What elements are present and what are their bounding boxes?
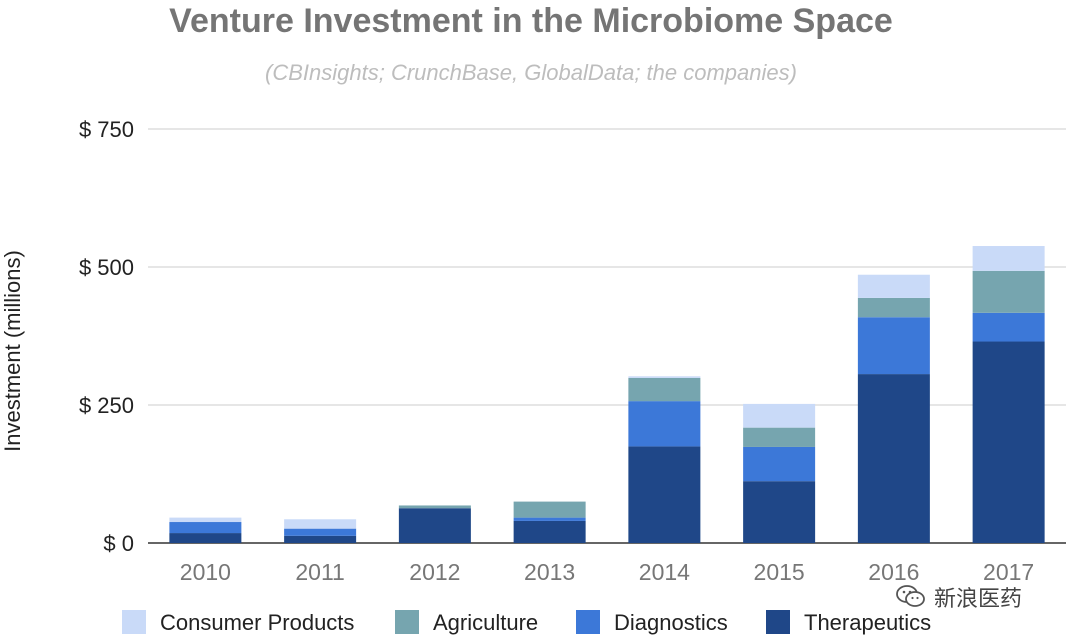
bar-therapeutics-2011	[284, 535, 357, 543]
legend-label-diagnostics: Diagnostics	[614, 610, 728, 635]
x-tick-label: 2014	[639, 559, 690, 585]
chart-subtitle: (CBInsights; CrunchBase, GlobalData; the…	[265, 60, 797, 85]
legend-swatch-consumer-products	[122, 610, 146, 634]
x-tick-label: 2013	[524, 559, 575, 585]
x-tick-label: 2011	[295, 559, 344, 585]
bar-consumer-products-2011	[284, 519, 357, 529]
x-tick-label: 2010	[180, 559, 231, 585]
bar-diagnostics-2013	[513, 517, 586, 521]
x-tick-label: 2017	[983, 559, 1034, 585]
bar-consumer-products-2014	[628, 376, 701, 378]
bar-diagnostics-2016	[857, 317, 930, 375]
bar-agriculture-2017	[972, 270, 1045, 313]
bar-consumer-products-2016	[857, 274, 930, 298]
bar-diagnostics-2011	[284, 528, 357, 536]
bar-consumer-products-2017	[972, 246, 1045, 271]
x-tick-label: 2016	[868, 559, 919, 585]
y-tick-label: $ 250	[79, 393, 134, 418]
bar-diagnostics-2014	[628, 401, 701, 447]
bar-diagnostics-2015	[743, 446, 816, 482]
bar-agriculture-2014	[628, 377, 701, 402]
y-tick-label: $ 500	[79, 255, 134, 280]
watermark-text: 新浪医药	[934, 586, 1023, 611]
legend-swatch-diagnostics	[576, 610, 600, 634]
y-tick-label: $ 0	[103, 531, 134, 556]
chart-title: Venture Investment in the Microbiome Spa…	[169, 2, 893, 40]
legend-label-agriculture: Agriculture	[433, 610, 538, 635]
bar-agriculture-2013	[513, 501, 586, 518]
x-tick-label: 2012	[409, 559, 460, 585]
y-tick-label: $ 750	[79, 117, 134, 142]
bar-agriculture-2016	[857, 297, 930, 318]
bar-therapeutics-2010	[169, 533, 242, 543]
bar-agriculture-2015	[743, 427, 816, 447]
bar-therapeutics-2016	[857, 374, 930, 543]
bar-therapeutics-2013	[513, 520, 586, 543]
bar-consumer-products-2010	[169, 517, 242, 523]
bar-diagnostics-2017	[972, 312, 1045, 342]
legend-label-therapeutics: Therapeutics	[804, 610, 931, 635]
bar-consumer-products-2015	[743, 403, 816, 428]
y-axis-title: Investment (millions)	[0, 250, 25, 452]
x-tick-label: 2015	[754, 559, 805, 585]
bar-agriculture-2012	[398, 505, 471, 509]
bar-therapeutics-2017	[972, 341, 1045, 543]
bar-therapeutics-2012	[398, 508, 471, 543]
wechat-icon	[896, 585, 925, 607]
watermark: 新浪医药	[896, 580, 1066, 614]
bar-therapeutics-2015	[743, 481, 816, 543]
legend-swatch-agriculture	[395, 610, 419, 634]
legend-label-consumer-products: Consumer Products	[160, 610, 354, 635]
bar-diagnostics-2010	[169, 522, 242, 534]
bar-therapeutics-2014	[628, 446, 701, 543]
legend-swatch-therapeutics	[766, 610, 790, 634]
